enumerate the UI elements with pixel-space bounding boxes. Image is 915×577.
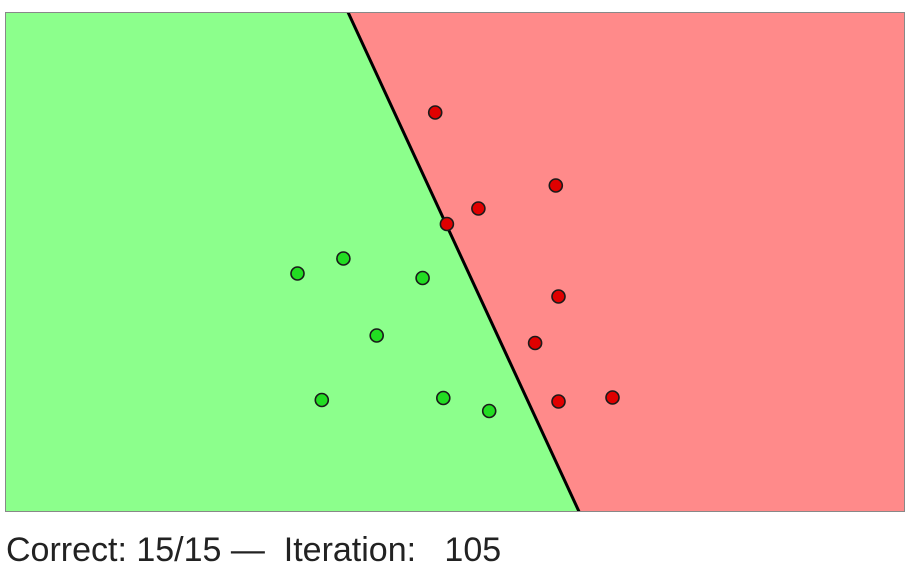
plot-border bbox=[5, 12, 905, 512]
red-data-point bbox=[548, 178, 564, 193]
red-data-point bbox=[427, 105, 443, 120]
classification-plot bbox=[5, 12, 905, 512]
red-data-point bbox=[551, 394, 566, 409]
red-data-point bbox=[551, 289, 566, 304]
green-data-point bbox=[336, 251, 351, 266]
green-class-region bbox=[5, 12, 580, 512]
red-data-point bbox=[439, 216, 455, 232]
green-data-point bbox=[369, 328, 385, 343]
green-data-point bbox=[415, 270, 430, 286]
red-data-point bbox=[605, 390, 620, 405]
red-class-region bbox=[347, 12, 905, 512]
red-data-point bbox=[527, 335, 543, 351]
green-data-point bbox=[481, 403, 497, 419]
green-data-point bbox=[314, 392, 330, 408]
red-data-point bbox=[471, 201, 486, 216]
green-data-point bbox=[435, 390, 451, 406]
green-data-point bbox=[290, 266, 305, 281]
decision-boundary-line bbox=[346, 12, 581, 512]
data-points bbox=[290, 105, 620, 419]
status-text: Correct: 15/15 — Iteration: 105 bbox=[6, 531, 502, 569]
